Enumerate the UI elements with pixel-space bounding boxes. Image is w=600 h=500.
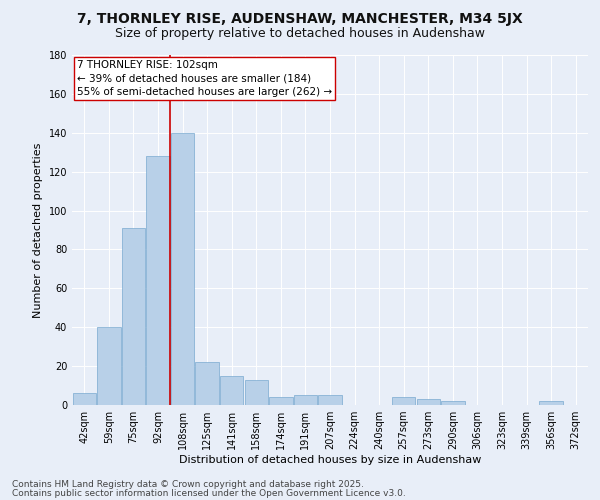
Y-axis label: Number of detached properties: Number of detached properties	[33, 142, 43, 318]
Text: 7 THORNLEY RISE: 102sqm
← 39% of detached houses are smaller (184)
55% of semi-d: 7 THORNLEY RISE: 102sqm ← 39% of detache…	[77, 60, 332, 96]
Bar	[416, 399, 440, 405]
Bar	[392, 397, 415, 405]
Bar	[146, 156, 170, 405]
X-axis label: Distribution of detached houses by size in Audenshaw: Distribution of detached houses by size …	[179, 455, 481, 465]
Bar	[171, 133, 194, 405]
Bar	[220, 376, 244, 405]
Bar	[441, 401, 464, 405]
Bar	[122, 228, 145, 405]
Bar	[294, 396, 317, 405]
Bar	[196, 362, 219, 405]
Text: Size of property relative to detached houses in Audenshaw: Size of property relative to detached ho…	[115, 28, 485, 40]
Text: 7, THORNLEY RISE, AUDENSHAW, MANCHESTER, M34 5JX: 7, THORNLEY RISE, AUDENSHAW, MANCHESTER,…	[77, 12, 523, 26]
Bar	[319, 396, 341, 405]
Text: Contains public sector information licensed under the Open Government Licence v3: Contains public sector information licen…	[12, 488, 406, 498]
Bar	[73, 394, 96, 405]
Text: Contains HM Land Registry data © Crown copyright and database right 2025.: Contains HM Land Registry data © Crown c…	[12, 480, 364, 489]
Bar	[245, 380, 268, 405]
Bar	[97, 327, 121, 405]
Bar	[269, 397, 293, 405]
Bar	[539, 401, 563, 405]
